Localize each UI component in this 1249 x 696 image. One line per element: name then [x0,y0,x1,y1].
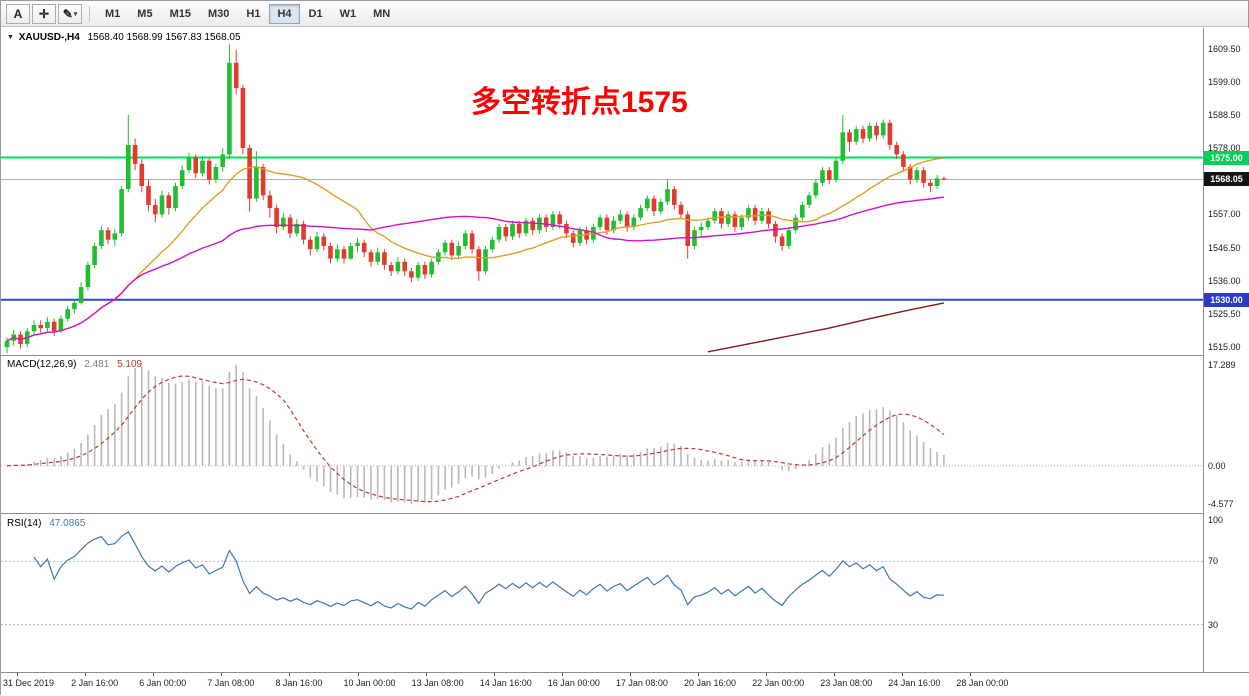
macd-label: MACD(12,26,9) 2.481 5.109 [7,359,142,370]
rsi-name: RSI(14) [7,518,42,529]
rsi-indicator-canvas[interactable] [1,514,1203,672]
chart-annotation-text[interactable]: 多空转折点1575 [471,86,688,119]
time-tick [17,673,18,676]
price-axis-border [1203,28,1204,672]
chart-title: ▼ XAUUSD-,H4 1568.40 1568.99 1567.83 156… [7,32,241,43]
timeframe-bar: M1 M5 M15 M30 H1 H4 D1 W1 MN [97,3,398,24]
ohlc-values: 1568.40 1568.99 1567.83 1568.05 [87,32,241,43]
axis-tick-label: 1525.50 [1208,308,1241,319]
time-axis[interactable]: 31 Dec 2019 2 Jan 16:00 6 Jan 00:00 7 Jan 0… [1,672,1249,696]
timeframe-button-H4[interactable]: H4 [269,3,300,24]
axis-tick-label: 1609.50 [1208,43,1241,54]
macd-signal-value: 5.109 [117,359,143,370]
axis-tick-label: 1546.50 [1208,242,1241,253]
timeframe-button-H1[interactable]: H1 [238,4,268,24]
time-axis-label: 16 Jan 00:00 [547,678,600,688]
time-axis-label: 6 Jan 00:00 [139,678,187,688]
axis-tick-label: -4.577 [1208,499,1234,509]
macd-indicator-canvas[interactable] [1,356,1203,513]
axis-tick-label: 1599.00 [1208,76,1241,87]
time-axis-label: 31 Dec 2019 [3,678,55,688]
time-axis-label: 17 Jan 08:00 [615,678,668,688]
time-tick [698,673,699,676]
macd-histogram [12,365,945,504]
ma-55-line [6,196,945,342]
time-axis-label: 13 Jan 08:00 [411,678,464,688]
toolbar-separator [89,5,90,22]
timeframe-button-M15[interactable]: M15 [162,4,199,24]
top-toolbar: A ✛ ✎ ▾ M1 M5 M15 M30 H1 H4 D1 W1 MN [1,1,1248,27]
price-axis[interactable]: 1609.501599.001588.501578.001567.501557.… [1204,28,1249,672]
axis-tick-label: 1578.00 [1208,143,1241,154]
time-axis-label: 20 Jan 16:00 [684,678,737,688]
panel-separator[interactable] [1,355,1249,356]
timeframe-button-M30[interactable]: M30 [200,4,237,24]
text-tool-icon: A [13,6,23,21]
time-tick [766,673,768,676]
time-axis-label: 22 Jan 00:00 [752,678,805,688]
axis-tick-label: 0.00 [1208,460,1226,471]
time-axis-label: 24 Jan 16:00 [888,678,941,688]
axis-tick-label: 100 [1208,515,1224,525]
time-tick [289,673,291,676]
time-axis-label: 10 Jan 00:00 [343,678,396,688]
collapse-triangle-icon[interactable]: ▼ [7,34,14,41]
crosshair-tool-button[interactable]: ✛ [32,3,56,24]
time-tick [902,673,904,676]
resistance-price-tag: 1575.00 [1204,150,1249,165]
panel-separator[interactable] [1,513,1249,514]
time-axis-label: 7 Jan 08:00 [207,678,255,688]
slow-ma-line [707,302,945,353]
axis-tick-label: 1557.00 [1208,209,1241,220]
macd-main-value: 2.481 [84,359,110,370]
time-tick [357,673,359,676]
axis-tick-label: 1588.50 [1208,109,1241,120]
rsi-line [33,530,944,610]
time-tick [153,673,155,676]
time-tick [970,673,972,676]
chevron-down-icon: ▾ [73,10,78,18]
pencil-icon: ✎ [62,6,73,21]
axis-tick-label: 70 [1208,556,1219,567]
axis-tick-label: 17.289 [1208,360,1236,370]
time-tick [221,673,223,676]
time-axis-label: 23 Jan 08:00 [820,678,873,688]
timeframe-button-W1[interactable]: W1 [332,4,365,24]
time-axis-label: 8 Jan 16:00 [275,678,323,688]
timeframe-button-D1[interactable]: D1 [301,4,331,24]
ma-20-line [6,157,944,342]
text-tool-button[interactable]: A [6,3,30,24]
time-tick [493,673,495,676]
price-chart-canvas[interactable] [1,28,1203,355]
time-tick [425,673,427,676]
time-axis-label: 28 Jan 00:00 [956,678,1009,688]
axis-tick-label: 30 [1208,619,1219,630]
support-price-tag: 1530.00 [1204,292,1249,307]
macd-signal-line [6,375,945,503]
time-tick [561,673,563,676]
macd-name: MACD(12,26,9) [7,359,77,370]
timeframe-button-MN[interactable]: MN [365,4,398,24]
timeframe-button-M5[interactable]: M5 [129,4,160,24]
current-price-tag: 1568.05 [1204,172,1249,187]
time-tick [85,673,87,676]
time-axis-label: 2 Jan 16:00 [71,678,119,688]
timeframe-button-M1[interactable]: M1 [97,4,128,24]
rsi-label: RSI(14) 47.0865 [7,518,85,529]
symbol-period-label: XAUUSD-,H4 [18,32,80,43]
time-axis-label: 14 Jan 16:00 [479,678,532,688]
rsi-value: 47.0865 [49,518,86,529]
axis-tick-label: 1515.00 [1208,342,1241,353]
draw-tools-button[interactable]: ✎ ▾ [58,3,82,24]
time-tick [834,673,836,676]
crosshair-icon: ✛ [38,6,50,21]
axis-tick-label: 1536.00 [1208,275,1241,286]
time-tick [629,673,631,676]
